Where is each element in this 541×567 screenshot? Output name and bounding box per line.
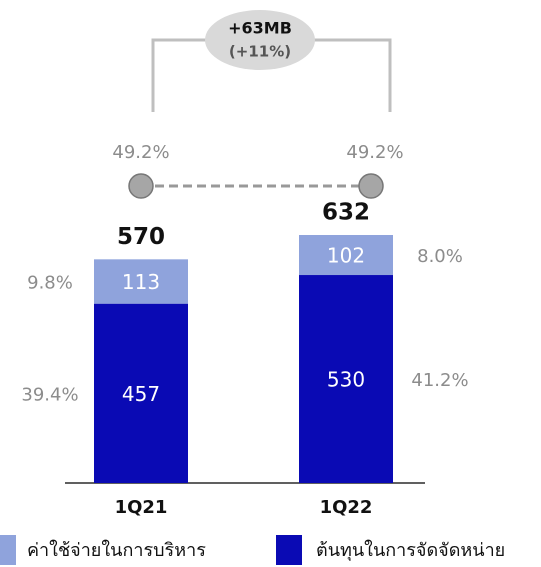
segment-label: 102 [327, 244, 365, 268]
bar-segment [94, 259, 188, 304]
legend-label: ค่าใช้จ่ายในการบริหาร [27, 539, 206, 561]
segment-label: 530 [327, 368, 365, 392]
annotation-bubble [205, 10, 315, 70]
percent-label: 8.0% [417, 246, 463, 267]
annotation-change: +63MB [228, 19, 292, 38]
bar-segment [299, 235, 393, 276]
legend-swatch [276, 535, 302, 565]
line-point [358, 173, 384, 199]
line-point [128, 173, 154, 199]
line-label: 49.2% [112, 142, 169, 163]
total-label: 570 [117, 224, 165, 250]
percent-label: 39.4% [21, 384, 78, 405]
total-label: 632 [322, 200, 370, 226]
bar-segment [94, 303, 188, 483]
bar-segment [299, 275, 393, 483]
percent-label: 9.8% [27, 273, 73, 294]
annotation-percent: (+11%) [229, 43, 291, 61]
line-label: 49.2% [346, 142, 403, 163]
segment-label: 457 [122, 382, 160, 406]
legend-label: ต้นทุนในการจัดจัดหน่าย [316, 539, 505, 561]
x-tick-label: 1Q22 [320, 497, 373, 518]
percent-label: 41.2% [411, 370, 468, 391]
segment-label: 113 [122, 270, 160, 294]
bracket [151, 38, 392, 112]
legend-swatch [0, 535, 16, 565]
x-tick-label: 1Q21 [115, 497, 168, 518]
